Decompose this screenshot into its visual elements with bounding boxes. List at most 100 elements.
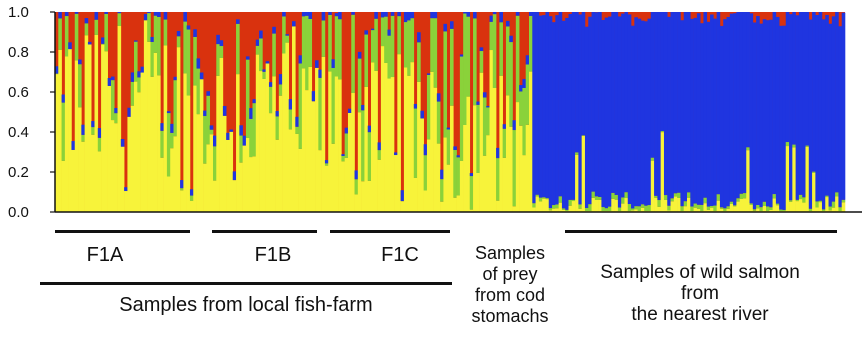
bar-wild-60-green: [729, 201, 734, 204]
bar-wild-80-blue: [795, 15, 800, 200]
bar-wild-6-blue: [552, 22, 556, 206]
bar-wild-40-blue: [663, 12, 668, 196]
y-tick-label-2: 0.4: [8, 124, 29, 141]
bar-f1b-16-yellow: [236, 74, 240, 212]
bar-prey-28-blue: [515, 12, 520, 16]
bar-wild-84-green: [808, 208, 813, 211]
bar-f1b-24-blue: [262, 69, 266, 72]
bar-wild-76-green: [782, 209, 787, 211]
bar-f1c-26-blue: [380, 12, 385, 18]
bar-f1a-1-blue: [58, 12, 62, 19]
bar-f1c-7-green: [318, 77, 322, 151]
bar-prey-5-blue: [440, 169, 444, 180]
bar-f1c-16-blue: [347, 108, 352, 113]
bar-wild-12-yellow: [571, 201, 576, 212]
bar-f1c-28-blue: [387, 29, 392, 36]
bar-f1c-25-blue: [377, 142, 382, 151]
bar-wild-5-blue: [548, 16, 553, 209]
y-axis: 0.0 0.2 0.4 0.6 0.8 1.0: [8, 4, 862, 221]
bar-prey-15-blue: [473, 12, 477, 19]
bar-f1c-22-green: [367, 132, 372, 181]
structure-bar-chart: 0.0 0.2 0.4 0.6 0.8 1.0: [8, 4, 862, 221]
bar-wild-44-blue: [677, 12, 681, 193]
bar-f1b-26-yellow: [268, 113, 273, 212]
bar-wild-81-yellow: [798, 199, 803, 212]
bar-wild-26-blue: [617, 16, 622, 208]
bar-f1b-22-blue: [255, 39, 260, 46]
bar-wild-78-yellow: [789, 201, 793, 212]
bar-f1b-27-blue: [272, 26, 276, 34]
bar-wild-60-yellow: [729, 203, 734, 212]
bar-prey-32-green: [529, 15, 533, 72]
bar-f1b-33-blue: [292, 21, 296, 27]
bar-f1c-29-yellow: [390, 77, 395, 213]
bar-wild-11-blue: [568, 13, 573, 200]
bar-f1b-27-yellow: [272, 76, 276, 212]
bar-f1b-6-yellow: [203, 163, 207, 212]
bar-wild-52-yellow: [703, 203, 708, 212]
bar-wild-86-blue: [815, 15, 819, 202]
bar-wild-82-green: [802, 197, 806, 203]
bar-wild-88-blue: [821, 19, 826, 210]
bar-prey-21-green: [492, 14, 497, 89]
bar-f1c-27-green: [384, 16, 388, 63]
bar-wild-25-blue: [614, 12, 619, 195]
bar-prey-10-yellow: [456, 195, 461, 212]
bar-prey-19-yellow: [486, 135, 490, 212]
bar-prey-11-green: [459, 56, 464, 161]
bar-f1a-19-green: [117, 13, 122, 26]
bar-wild-15-blue: [581, 12, 586, 136]
bar-f1a-14-green: [101, 43, 105, 45]
bar-f1b-19-green: [245, 59, 250, 138]
bar-f1a-30-green: [153, 15, 158, 53]
bar-f1a-2-blue: [61, 94, 66, 103]
bar-f1b-32-yellow: [288, 129, 293, 212]
bar-prey-8-yellow: [450, 105, 454, 212]
bar-f1a-29-yellow: [150, 76, 155, 212]
bar-wild-56-yellow: [716, 200, 721, 212]
bar-wild-65-green: [746, 147, 750, 151]
bar-f1c-15-green: [344, 133, 349, 158]
bar-f1b-7-blue: [206, 91, 211, 96]
bar-prey-3-green: [433, 18, 438, 88]
bar-wild-51-green: [700, 204, 704, 211]
bar-prey-0-yellow: [423, 190, 428, 212]
bar-wild-50-blue: [696, 13, 701, 205]
bar-f1a-34-blue: [166, 111, 171, 114]
bar-wild-62-blue: [736, 12, 740, 199]
bar-f1c-11-blue: [331, 59, 336, 69]
bar-f1c-11-green: [331, 68, 336, 144]
bar-f1b-0-green: [183, 21, 187, 74]
bar-wild-35-green: [647, 205, 652, 211]
bar-wild-34-blue: [644, 21, 648, 206]
bar-f1c-1-yellow: [298, 148, 303, 212]
bar-wild-58-blue: [723, 19, 727, 209]
bar-wild-15-green: [581, 135, 586, 137]
bar-wild-18-green: [591, 191, 596, 198]
bar-prey-2-green: [430, 18, 434, 72]
bar-f1a-32-green: [160, 130, 164, 158]
bar-f1a-30-blue: [153, 12, 158, 16]
bar-wild-77-blue: [785, 12, 790, 143]
bar-f1c-9-blue: [324, 160, 329, 164]
bar-f1c-37-blue: [417, 32, 421, 43]
bar-wild-18-yellow: [591, 197, 596, 212]
bar-prey-12-blue: [463, 12, 467, 14]
bar-f1b-14-yellow: [229, 131, 234, 212]
bar-wild-66-green: [749, 203, 754, 205]
wild-underline: [565, 230, 837, 233]
bar-f1a-13-blue: [97, 128, 102, 138]
bar-f1b-11-blue: [219, 40, 224, 47]
bar-f1a-9-green: [84, 23, 89, 36]
bar-f1a-9-blue: [84, 18, 89, 24]
bar-wild-43-green: [673, 193, 678, 197]
bar-wild-27-blue: [621, 13, 625, 198]
bar-f1c-34-blue: [407, 12, 411, 21]
bar-wild-64-green: [742, 193, 747, 199]
bar-f1b-0-blue: [183, 12, 187, 22]
bar-f1b-15-yellow: [232, 180, 237, 212]
bar-wild-55-blue: [713, 18, 717, 206]
bar-wild-36-yellow: [650, 160, 655, 212]
bar-wild-93-blue: [838, 26, 843, 208]
bar-prey-13-green: [466, 16, 471, 97]
